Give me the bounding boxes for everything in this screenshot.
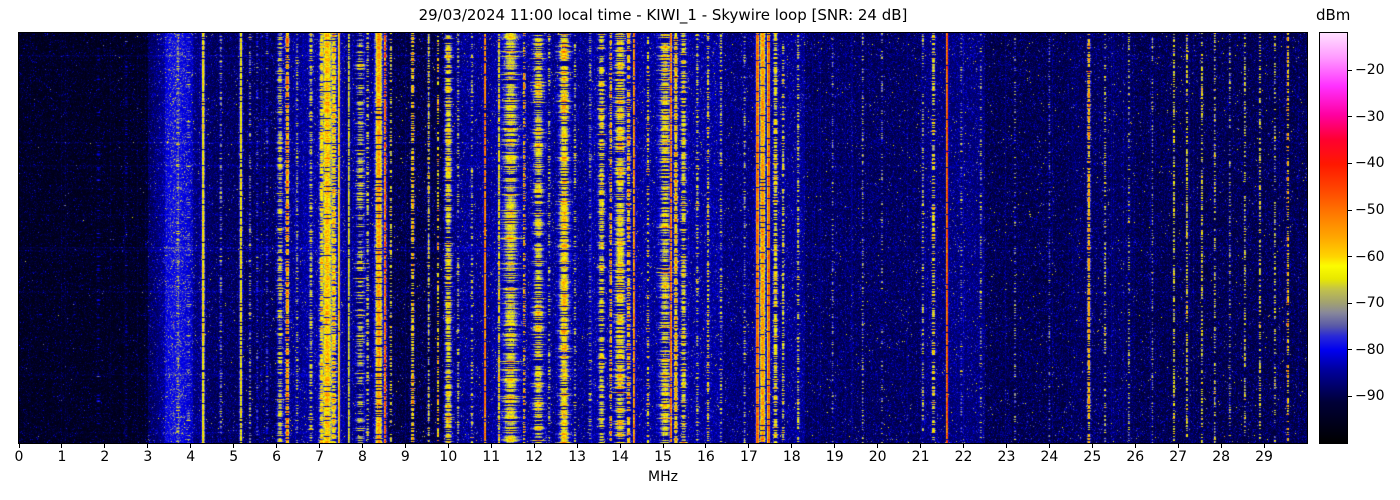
colorbar-tick-label: −50: [1355, 202, 1385, 219]
x-tick-label: 3: [143, 449, 153, 465]
x-tick-label: 29: [1255, 449, 1273, 465]
plot-area: [18, 32, 1308, 444]
x-tick: [963, 444, 965, 448]
colorbar-tick: [1348, 69, 1352, 71]
x-tick-label: 24: [1040, 449, 1059, 465]
x-tick-label: 11: [482, 449, 501, 465]
colorbar-tick: [1348, 162, 1352, 164]
x-tick: [1220, 444, 1222, 448]
x-tick-label: 22: [954, 449, 973, 465]
x-tick-label: 28: [1212, 449, 1231, 465]
x-tick: [1048, 444, 1050, 448]
colorbar-gradient: [1320, 33, 1347, 443]
x-tick: [276, 444, 278, 448]
x-tick: [233, 444, 235, 448]
spectrogram-canvas: [19, 33, 1307, 443]
chart-title: 29/03/2024 11:00 local time - KIWI_1 - S…: [418, 6, 908, 24]
colorbar-tick-label: −60: [1355, 248, 1385, 265]
x-tick-label: 5: [229, 449, 239, 465]
x-tick-label: 0: [14, 449, 24, 465]
x-tick-label: 4: [186, 449, 196, 465]
x-tick: [1177, 444, 1179, 448]
colorbar-tick-label: −30: [1355, 108, 1385, 125]
x-tick-label: 27: [1169, 449, 1188, 465]
x-tick: [662, 444, 664, 448]
x-tick-label: 7: [315, 449, 324, 465]
x-tick: [576, 444, 578, 448]
x-tick: [705, 444, 707, 448]
x-tick: [1263, 444, 1265, 448]
x-tick: [1134, 444, 1136, 448]
x-tick-label: 23: [997, 449, 1016, 465]
x-tick: [190, 444, 192, 448]
colorbar-tick-label: −70: [1355, 295, 1385, 312]
x-tick-label: 16: [697, 449, 715, 465]
x-tick-label: 13: [568, 449, 587, 465]
colorbar-tick: [1348, 302, 1352, 304]
colorbar-tick: [1348, 209, 1352, 211]
x-tick: [920, 444, 922, 448]
colorbar-tick: [1348, 256, 1352, 258]
x-tick: [447, 444, 449, 448]
x-tick: [1005, 444, 1007, 448]
x-tick: [147, 444, 149, 448]
colorbar-label: dBm: [1316, 6, 1351, 24]
colorbar-tick-label: −40: [1355, 155, 1385, 172]
x-tick-label: 1: [57, 449, 67, 465]
x-tick: [18, 444, 20, 448]
x-tick: [404, 444, 406, 448]
x-tick: [1091, 444, 1093, 448]
colorbar-tick-label: −20: [1355, 62, 1385, 79]
x-tick: [61, 444, 63, 448]
colorbar-tick-label: −80: [1355, 341, 1385, 358]
x-tick-label: 14: [611, 449, 629, 465]
x-tick: [791, 444, 793, 448]
x-tick: [319, 444, 321, 448]
x-tick-label: 25: [1083, 449, 1102, 465]
x-tick-label: 17: [739, 449, 758, 465]
x-tick-label: 2: [100, 449, 110, 465]
colorbar: [1319, 32, 1348, 444]
x-tick-label: 8: [357, 449, 367, 465]
x-tick-label: 15: [654, 449, 672, 465]
x-tick-label: 10: [439, 449, 458, 465]
x-tick: [834, 444, 836, 448]
colorbar-tick-label: −90: [1355, 388, 1385, 405]
x-tick-label: 26: [1126, 449, 1145, 465]
x-tick-label: 12: [525, 449, 544, 465]
x-tick-label: 6: [272, 449, 282, 465]
x-tick: [361, 444, 363, 448]
x-axis-label: MHz: [648, 469, 678, 485]
x-tick: [619, 444, 621, 448]
colorbar-tick: [1348, 395, 1352, 397]
x-tick-label: 20: [868, 449, 887, 465]
x-tick: [104, 444, 106, 448]
colorbar-tick: [1348, 116, 1352, 118]
colorbar-tick: [1348, 349, 1352, 351]
x-tick: [490, 444, 492, 448]
x-tick: [877, 444, 879, 448]
x-tick: [533, 444, 535, 448]
x-tick-label: 21: [911, 449, 930, 465]
x-tick-label: 19: [825, 449, 844, 465]
x-tick-label: 18: [782, 449, 801, 465]
x-tick-label: 9: [400, 449, 410, 465]
x-tick: [748, 444, 750, 448]
